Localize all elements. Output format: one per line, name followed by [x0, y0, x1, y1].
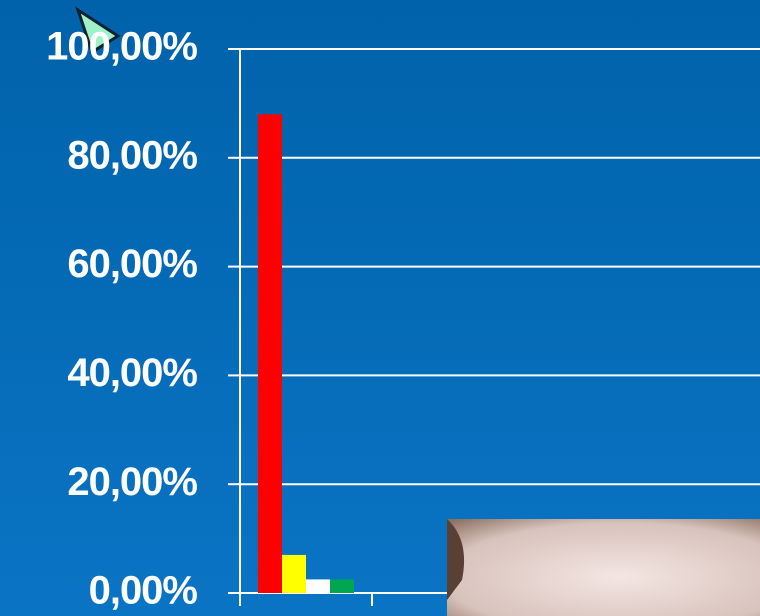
y-tick-label: 0,00% — [89, 569, 198, 613]
photo — [447, 519, 760, 616]
y-tick-label: 100,00% — [46, 25, 197, 69]
photo-hair — [447, 519, 465, 600]
bar — [282, 554, 306, 593]
y-tick-label: 20,00% — [67, 460, 197, 504]
y-tick-label: 40,00% — [67, 351, 197, 395]
cursor — [75, 6, 121, 55]
bar — [306, 579, 330, 593]
bar — [330, 579, 354, 593]
bars — [258, 114, 354, 593]
y-tick-label: 60,00% — [67, 242, 197, 286]
bar — [258, 114, 282, 593]
y-tick-label: 80,00% — [67, 133, 197, 177]
